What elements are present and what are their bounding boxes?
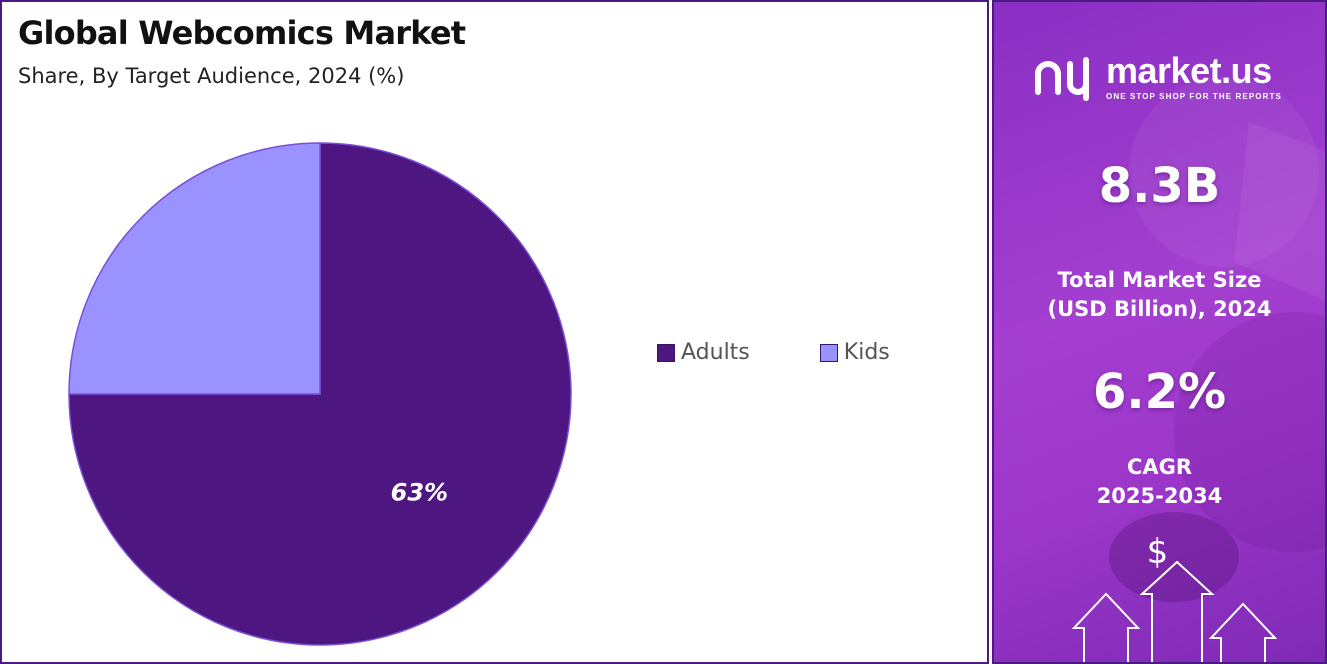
legend-swatch-adults xyxy=(657,343,675,362)
legend-label-kids: Kids xyxy=(843,340,890,365)
pie-chart: 63% xyxy=(68,142,572,646)
summary-sidebar: market.us ONE STOP SHOP FOR THE REPORTS … xyxy=(992,0,1327,664)
cagr-label-line2: 2025-2034 xyxy=(1096,484,1223,508)
data-label-adults: 63% xyxy=(391,478,448,506)
legend-item-kids: Kids xyxy=(819,340,890,365)
market-us-logo-icon xyxy=(1035,57,1089,101)
market-size-label-line2: (USD Billion), 2024 xyxy=(1047,297,1272,321)
dollar-icon: $ xyxy=(1146,532,1169,572)
pie-slice-kids xyxy=(68,142,321,395)
background-decoration xyxy=(1071,77,1325,662)
chart-panel: Global Webcomics Market Share, By Target… xyxy=(0,0,989,664)
market-size-value: 8.3B xyxy=(1098,158,1221,214)
market-size-label: Total Market Size (USD Billion), 2024 xyxy=(994,266,1325,324)
chart-title: Global Webcomics Market xyxy=(18,14,466,52)
cagr-value: 6.2% xyxy=(1092,364,1227,420)
market-size-label-line1: Total Market Size xyxy=(1057,268,1262,292)
legend-swatch-kids xyxy=(819,343,838,362)
legend-item-adults: Adults xyxy=(657,340,750,365)
cagr-label-line1: CAGR xyxy=(1126,455,1193,479)
cagr-label: CAGR 2025-2034 xyxy=(994,453,1325,511)
chart-legend: Adults Kids xyxy=(657,340,890,365)
legend-label-adults: Adults xyxy=(681,340,750,365)
brand-tagline: ONE STOP SHOP FOR THE REPORTS xyxy=(1106,92,1282,101)
brand-logo: market.us ONE STOP SHOP FOR THE REPORTS xyxy=(1032,52,1282,102)
chart-subtitle: Share, By Target Audience, 2024 (%) xyxy=(18,64,405,88)
growth-arrows-icon xyxy=(1071,560,1278,662)
brand-name: market.us xyxy=(1106,50,1272,91)
